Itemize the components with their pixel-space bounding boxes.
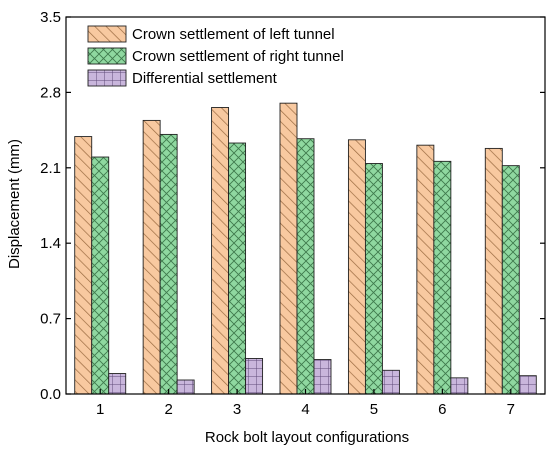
bar-series-2 <box>433 160 452 395</box>
x-tick-label: 7 <box>507 401 515 418</box>
x-tick-label: 4 <box>301 401 309 418</box>
y-axis-label: Displacement (mm) <box>6 139 23 269</box>
y-tick-label: 3.5 <box>40 9 61 26</box>
x-tick-label: 3 <box>233 401 241 418</box>
bar-series-1 <box>347 139 366 395</box>
bar-series-3 <box>381 369 400 395</box>
x-tick-label: 6 <box>438 401 446 418</box>
y-tick-label: 1.4 <box>40 235 61 252</box>
bar-series-3 <box>176 379 195 395</box>
legend-label: Crown settlement of left tunnel <box>132 26 335 43</box>
bars-group <box>74 102 537 395</box>
y-tick-label: 2.8 <box>40 84 61 101</box>
legend-swatch <box>87 69 127 87</box>
y-tick-label: 0.0 <box>40 386 61 403</box>
x-tick-label: 5 <box>370 401 378 418</box>
bar-series-2 <box>501 165 520 395</box>
bar-series-1 <box>484 147 503 395</box>
legend-swatch <box>87 47 127 65</box>
legend-label: Differential settlement <box>132 70 278 87</box>
legend: Crown settlement of left tunnel Crown set… <box>87 25 344 87</box>
bar-series-3 <box>245 358 264 395</box>
x-tick-label: 2 <box>164 401 172 418</box>
y-tick-label: 2.1 <box>40 160 61 177</box>
bar-series-1 <box>416 144 435 395</box>
bar-series-3 <box>313 359 332 395</box>
bar-series-2 <box>228 142 247 395</box>
x-tick-label: 1 <box>96 401 104 418</box>
bar-series-1 <box>211 107 230 395</box>
bar-series-3 <box>108 373 127 395</box>
y-tick-label: 0.7 <box>40 311 61 328</box>
bar-series-2 <box>296 138 315 395</box>
bar-series-3 <box>450 377 469 395</box>
axes-group: 0.0 0.7 1.4 2.1 2.8 3.5 1 2 3 4 5 6 7 <box>40 9 546 418</box>
x-axis-label: Rock bolt layout configurations <box>205 429 409 446</box>
bar-series-2 <box>159 133 178 395</box>
bar-series-1 <box>279 102 298 395</box>
bar-series-2 <box>91 156 110 395</box>
legend-label: Crown settlement of right tunnel <box>132 48 344 65</box>
legend-swatch <box>87 25 127 43</box>
bar-series-1 <box>74 136 93 395</box>
bar-series-3 <box>518 375 537 395</box>
bar-series-2 <box>364 163 383 395</box>
bar-series-1 <box>142 119 161 395</box>
